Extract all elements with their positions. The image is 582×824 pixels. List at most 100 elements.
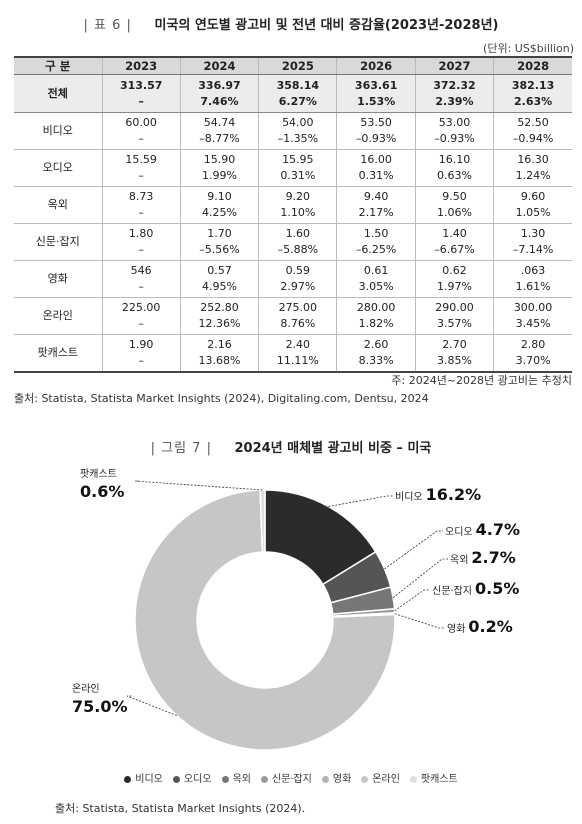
- header-year: 2028: [493, 56, 572, 75]
- cell-value: 15.90: [203, 153, 236, 166]
- cell-value: 9.50: [442, 190, 467, 203]
- cell-change: –: [138, 354, 144, 367]
- cell-value: 9.40: [363, 190, 389, 203]
- table-cell: 53.50 –0.93%: [336, 112, 416, 150]
- cell-value: 1.60: [285, 227, 311, 240]
- table-cell: 8.73 –: [101, 186, 181, 224]
- cell-change: –6.25%: [355, 243, 397, 256]
- header-year: 2023: [101, 56, 181, 75]
- cell-change: –: [138, 317, 144, 330]
- cell-change: 4.95%: [202, 280, 237, 293]
- figure-caption: | 그림 7 | 2024년 매체별 광고비 비중 – 미국: [0, 437, 582, 456]
- cell-value: 1.80: [128, 227, 154, 240]
- slice-label-name: 영화: [447, 623, 465, 635]
- header-year: 2027: [414, 56, 494, 75]
- table-row: 비디오 60.00 – 54.74 –8.77% 54.00 –1.35% 53.50 –0.9…: [14, 112, 572, 150]
- table-cell: 9.20 1.10%: [258, 186, 337, 224]
- table-cell: 546 –: [101, 260, 181, 298]
- cell-change: 1.10%: [280, 206, 316, 219]
- table-cell: 1.90 –: [101, 334, 181, 373]
- cell-value: 225.00: [121, 301, 161, 314]
- legend-label: 오디오: [183, 774, 212, 785]
- cell-change: 7.46%: [200, 94, 239, 108]
- cell-value: 0.62: [442, 264, 467, 277]
- legend-label: 팟캐스트: [420, 774, 458, 785]
- slice-label-name: 비디오: [395, 491, 423, 503]
- leader-line: [126, 695, 177, 716]
- table-row: 오디오 15.59–15.90 1.99% 15.95 0.31% 16.00 0.31% 1…: [14, 149, 572, 187]
- table-row: 영화 546 – 0.57 4.95% 0.59 2.97% 0.61 3.05% 0.62 1.9…: [14, 260, 572, 298]
- cell-change: 2.17%: [358, 206, 394, 219]
- legend-item: 온라인: [361, 770, 400, 785]
- cell-change: –8.77%: [199, 132, 240, 145]
- cell-change: 6.27%: [278, 94, 317, 108]
- legend-swatch: [361, 775, 369, 783]
- cell-change: 3.57%: [437, 317, 472, 330]
- table-cell: 382.13 2.63%: [493, 74, 572, 113]
- legend-item: 옥외: [221, 770, 251, 785]
- cell-value: 358.14: [276, 78, 320, 92]
- table-source: 출처: Statista, Statista Market Insights (…: [14, 392, 429, 405]
- table-caption: | 표 6 | 미국의 연도별 광고비 및 전년 대비 증감율(2023년-20…: [0, 14, 582, 33]
- table-title: 미국의 연도별 광고비 및 전년 대비 증감율(2023년-2028년): [154, 18, 499, 33]
- slice-label-name: 신문·잡지: [432, 585, 472, 597]
- cell-change: –: [138, 94, 144, 108]
- table-cell: 1.40 –6.67%: [414, 223, 494, 261]
- leader-line: [328, 495, 393, 507]
- cell-value: 16.10: [438, 153, 471, 166]
- cell-value: 15.59: [125, 153, 157, 166]
- table-cell: 1.70 –5.56%: [179, 223, 259, 261]
- cell-change: 2.63%: [513, 94, 553, 108]
- cell-value: 16.30: [517, 153, 549, 166]
- legend-label: 비디오: [135, 774, 163, 785]
- table-cell: 9.40 2.17%: [336, 186, 416, 224]
- cell-change: 0.63%: [437, 169, 472, 182]
- cell-change: 12.36%: [198, 317, 241, 330]
- cell-value: 60.00: [125, 116, 157, 129]
- slice-label-percent: 0.6%: [80, 482, 124, 501]
- slice-label-name: 오디오: [445, 526, 473, 538]
- cell-value: 336.97: [198, 78, 241, 92]
- cell-change: –5.56%: [199, 243, 240, 256]
- cell-change: 3.70%: [515, 354, 551, 367]
- legend-item: 영화: [321, 770, 351, 785]
- cell-value: 280.00: [356, 301, 396, 314]
- cell-value: 1.70: [207, 227, 232, 240]
- cell-value: 2.60: [363, 338, 389, 351]
- row-label: 온라인: [14, 297, 102, 335]
- cell-change: –: [138, 206, 144, 219]
- cell-value: 0.59: [285, 264, 311, 277]
- cell-change: 1.61%: [515, 280, 551, 293]
- figure-tag: | 그림 7 |: [150, 441, 212, 456]
- table-cell: 252.80 12.36%: [179, 297, 259, 335]
- table-cell: 2.80 3.70%: [493, 334, 572, 373]
- cell-value: 2.70: [442, 338, 467, 351]
- table-cell: 2.40 11.11%: [258, 334, 337, 373]
- table-body: 전체 313.57 – 336.97 7.46% 358.14 6.27% 363.61 1.5…: [14, 74, 572, 373]
- table-cell: 9.50 1.06%: [414, 186, 494, 224]
- table-cell: 1.30 –7.14%: [493, 223, 572, 261]
- legend-swatch: [321, 775, 329, 783]
- slice-label: 오디오 4.7%: [445, 520, 520, 539]
- table-cell: 52.50 –0.94%: [493, 112, 572, 150]
- legend-item: 팟캐스트: [409, 770, 458, 785]
- table-cell: 1.50 –6.25%: [336, 223, 416, 261]
- table-cell: 313.57 –: [101, 74, 181, 113]
- cell-value: 1.50: [363, 227, 389, 240]
- table-cell: 290.00 3.57%: [414, 297, 494, 335]
- cell-value: 0.57: [207, 264, 232, 277]
- table-cell: 9.10 4.25%: [179, 186, 259, 224]
- figure-title: 2024년 매체별 광고비 비중 – 미국: [234, 441, 432, 456]
- table-cell: 16.30 1.24%: [493, 149, 572, 187]
- cell-change: 8.33%: [358, 354, 394, 367]
- cell-value: 1.90: [128, 338, 154, 351]
- table-unit: (단위: US$billion): [483, 42, 574, 55]
- table-cell: 60.00 –: [101, 112, 181, 150]
- leader-line: [384, 530, 443, 570]
- header-year: 2025: [258, 56, 337, 75]
- cell-change: 1.97%: [437, 280, 472, 293]
- cell-change: 0.31%: [358, 169, 394, 182]
- cell-change: 3.85%: [437, 354, 472, 367]
- cell-change: –: [138, 169, 144, 182]
- cell-change: –6.67%: [434, 243, 475, 256]
